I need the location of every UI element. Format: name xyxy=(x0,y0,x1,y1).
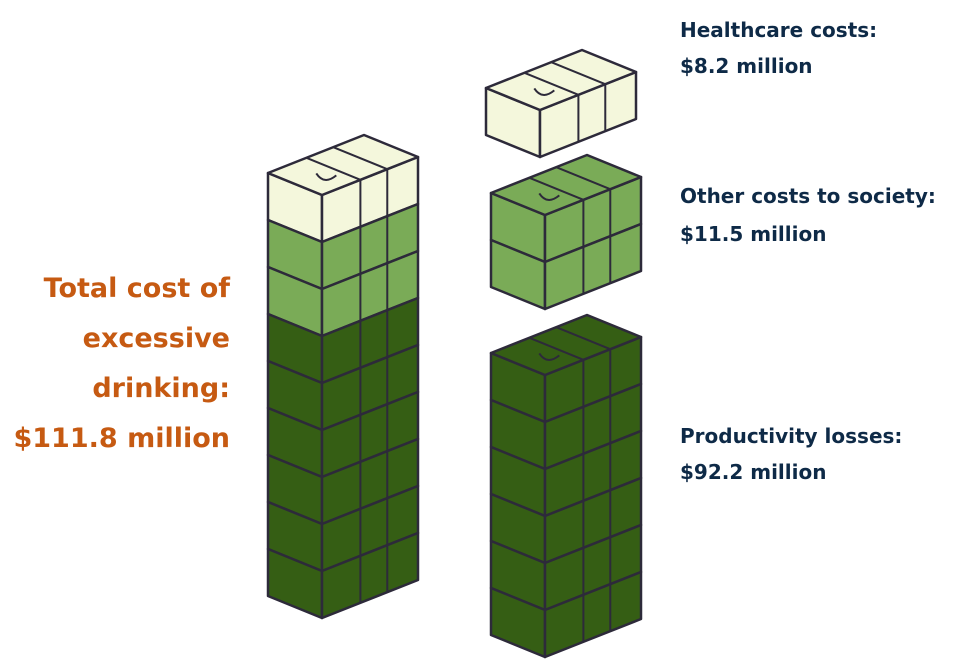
block-top-divider xyxy=(332,146,388,171)
total-value: $111.8 million xyxy=(13,423,230,454)
label-title: Other costs to society: xyxy=(680,184,936,208)
band-mark xyxy=(538,192,560,201)
block-top-divider xyxy=(550,61,606,86)
block-right-face xyxy=(543,222,643,311)
block-top-divider xyxy=(306,156,361,181)
block-top-divider xyxy=(555,326,611,351)
label-title: Productivity losses: xyxy=(680,424,902,448)
label-value: $11.5 million xyxy=(680,222,826,246)
label-value: $8.2 million xyxy=(680,54,813,78)
total-line: drinking: xyxy=(92,373,230,404)
block-top-divider xyxy=(529,176,584,201)
block-stacks xyxy=(266,48,643,659)
block-top-divider xyxy=(524,71,579,96)
block-top-divider xyxy=(529,336,584,361)
band-mark xyxy=(315,172,337,181)
band-mark xyxy=(533,87,555,96)
block-right-face xyxy=(320,531,420,620)
label-title: Healthcare costs: xyxy=(680,18,877,42)
label-value: $92.2 million xyxy=(680,460,826,484)
total-line: excessive xyxy=(83,323,230,354)
block-top-divider xyxy=(555,166,611,191)
block-right-face xyxy=(543,570,643,659)
band-mark xyxy=(538,352,560,361)
total-line: Total cost of xyxy=(44,273,231,304)
